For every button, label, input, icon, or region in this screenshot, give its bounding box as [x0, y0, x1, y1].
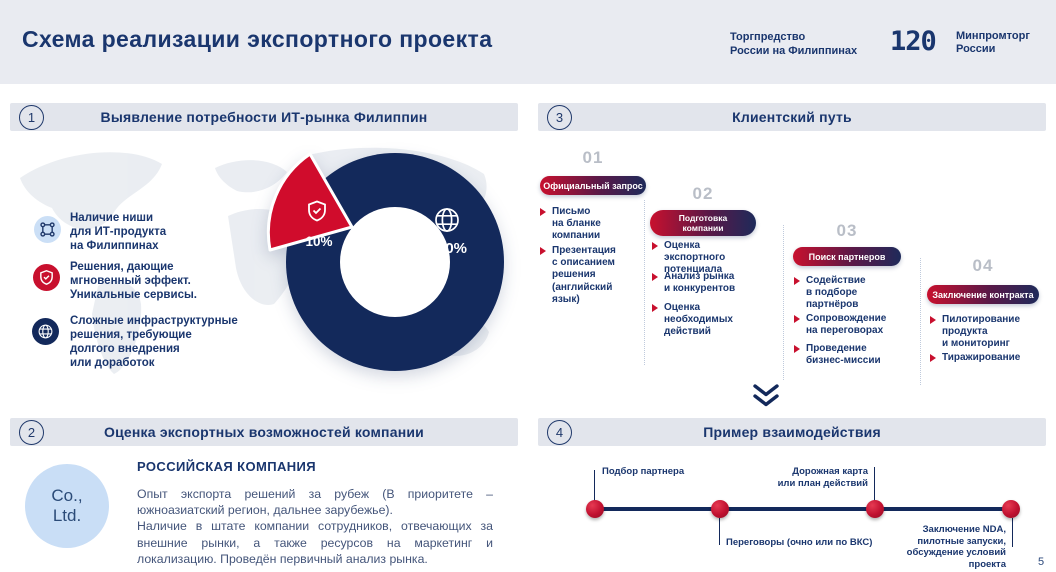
journey-item: Презентация с описанием решения (английс…	[540, 245, 636, 306]
section-title: Выявление потребности ИТ-рынка Филиппин	[100, 109, 428, 125]
logo-120-icon: 120	[890, 26, 937, 57]
shield-check-icon	[33, 264, 60, 291]
section-discovery-header: 1 Выявление потребности ИТ-рынка Филиппи…	[10, 103, 518, 131]
milestone-label: Дорожная карта или план действий	[777, 466, 868, 489]
milestone-label: Заключение NDA, пилотные запуски, обсужд…	[906, 524, 1006, 570]
journey-item: Тиражирование	[930, 352, 1034, 364]
discovery-bullet-2: Решения, дающие мгновенный эффект. Уника…	[70, 261, 197, 301]
step-number: 01	[582, 148, 604, 167]
journey-item: Проведение бизнес-миссии	[794, 343, 898, 367]
timeline-line	[590, 507, 1016, 511]
timeline-dot	[711, 500, 729, 518]
column-divider	[920, 258, 921, 385]
donut-segment-10-exploded	[266, 152, 354, 252]
timeline-tick	[594, 470, 595, 503]
timeline-tick	[1012, 518, 1013, 547]
company-description: Опыт экспорта решений за рубеж (В приори…	[137, 487, 493, 566]
bullet-arrow-icon	[930, 354, 936, 362]
section-interaction-header: 4 Пример взаимодействия	[538, 418, 1046, 446]
bullet-arrow-icon	[652, 273, 658, 281]
journey-item: Пилотирование продукта и мониторинг	[930, 314, 1034, 351]
step-number: 04	[972, 256, 994, 275]
bullet-arrow-icon	[652, 304, 658, 312]
trade-mission-label: Торгпредство России на Филиппинах	[730, 31, 858, 57]
section-number-badge: 1	[19, 105, 44, 130]
bullet-arrow-icon	[540, 247, 546, 255]
bullet-arrow-icon	[794, 277, 800, 285]
step-number: 03	[836, 221, 858, 240]
timeline-dot	[586, 500, 604, 518]
shield-check-icon	[308, 200, 326, 222]
minpromtorg-logo-label: Минпромторг России	[956, 30, 1030, 55]
bullet-arrow-icon	[930, 316, 936, 324]
step-pill: Поиск партнеров	[793, 247, 901, 266]
bullet-arrow-icon	[540, 208, 546, 216]
section-number-badge: 3	[547, 105, 572, 130]
journey-item: Анализ рынка и конкурентов	[652, 271, 764, 295]
journey-item: Письмо на бланке компании	[540, 206, 636, 243]
donut-large-label: 90%	[437, 240, 467, 257]
section-number-badge: 2	[19, 420, 44, 445]
company-heading: РОССИЙСКАЯ КОМПАНИЯ	[137, 459, 317, 474]
section-assessment-header: 2 Оценка экспортных возможностей компани…	[10, 418, 518, 446]
chevron-double-down-icon	[753, 384, 779, 407]
bullet-arrow-icon	[794, 345, 800, 353]
page-number: 5	[1038, 556, 1045, 568]
column-divider	[783, 225, 784, 380]
step-number: 02	[692, 184, 714, 203]
section-title: Оценка экспортных возможностей компании	[104, 424, 424, 440]
journey-item: Оценка экспортного потенциала	[652, 240, 764, 277]
section-number-badge: 4	[547, 420, 572, 445]
journey-item: Оценка необходимых действий	[652, 302, 764, 339]
journey-item: Сопровождение на переговорах	[794, 313, 898, 337]
timeline-dot	[1002, 500, 1020, 518]
donut-small-label: 10%	[305, 234, 332, 249]
section-journey-header: 3 Клиентский путь	[538, 103, 1046, 131]
step-pill: Подготовка компании	[650, 210, 756, 236]
page-title: Схема реализации экспортного проекта	[22, 26, 493, 52]
milestone-label: Подбор партнера	[602, 466, 685, 477]
globe-icon	[435, 208, 459, 232]
header-band	[0, 0, 1056, 84]
section-title: Пример взаимодействия	[703, 424, 881, 440]
company-circle: Co., Ltd.	[25, 464, 109, 548]
timeline-dot	[866, 500, 884, 518]
section-title: Клиентский путь	[732, 109, 852, 125]
donut-hole	[340, 207, 450, 317]
journey-item: Содействие в подборе партнёров	[794, 275, 898, 312]
step-pill: Официальный запрос	[540, 176, 646, 195]
step-pill: Заключение контракта	[927, 285, 1039, 304]
column-divider	[644, 200, 645, 365]
globe-icon	[32, 318, 59, 345]
discovery-bullet-1: Наличие ниши для ИТ-продукта на Филиппин…	[70, 212, 167, 252]
bullet-arrow-icon	[794, 315, 800, 323]
frame-nodes-icon	[34, 216, 61, 243]
timeline-tick	[719, 518, 720, 545]
timeline-tick	[874, 467, 875, 503]
milestone-label: Переговоры (очно или по ВКС)	[726, 537, 873, 548]
discovery-bullet-3: Сложные инфраструктурные решения, требую…	[70, 315, 238, 369]
market-share-donut-chart: 10% 90%	[266, 152, 504, 371]
bullet-arrow-icon	[652, 242, 658, 250]
